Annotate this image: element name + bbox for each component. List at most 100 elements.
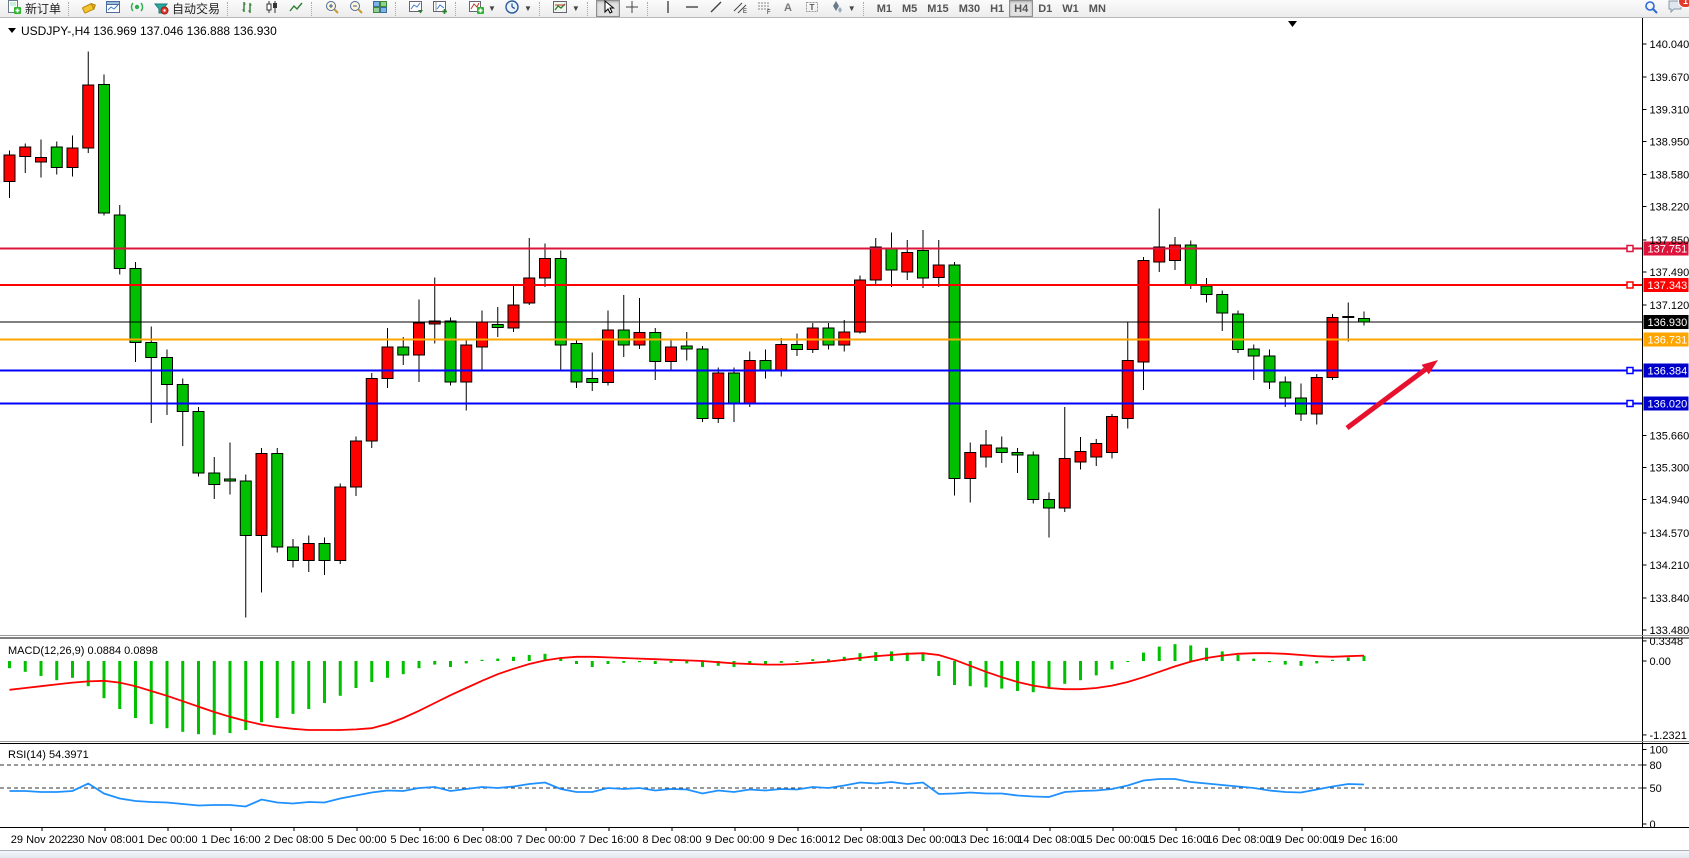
candle-body (397, 346, 410, 356)
macd-indicator-label: MACD(12,26,9) 0.0884 0.0898 (8, 645, 158, 657)
text-icon: A (780, 0, 796, 18)
macd-histogram-bar (1157, 646, 1161, 661)
price-axis-label: 138.580 (1650, 170, 1689, 182)
candle-body (728, 372, 740, 404)
macd-histogram-bar (244, 661, 248, 730)
line-handle[interactable] (1626, 366, 1634, 375)
zoom-out-button[interactable] (344, 0, 368, 17)
cursor-tool-button[interactable] (595, 0, 620, 17)
autotrade-icon (153, 0, 169, 18)
timeframe-m30-button[interactable]: M30 (954, 0, 985, 17)
text-tool-button[interactable]: A (776, 0, 800, 17)
chart-menu-triangle-icon[interactable] (8, 28, 16, 33)
autotrade-button[interactable]: 自动交易 (149, 0, 224, 17)
bar-chart-button[interactable] (236, 0, 260, 17)
timeframe-h1-button[interactable]: H1 (985, 0, 1009, 17)
candlestick-chart-icon (264, 0, 280, 18)
horizontal-line-tool-button[interactable] (680, 0, 704, 17)
timeframe-m1-button[interactable]: M1 (872, 0, 897, 17)
tile-windows-button[interactable] (368, 0, 392, 17)
timeframe-h4-button[interactable]: H4 (1009, 0, 1034, 17)
trend-arrow[interactable] (1345, 367, 1427, 431)
zoom-in-button[interactable] (320, 0, 344, 17)
timeframe-m5-button[interactable]: M5 (897, 0, 922, 17)
macd-histogram-bar (1079, 661, 1082, 681)
channel-tool-button[interactable]: E (728, 0, 752, 17)
candle-body (854, 279, 866, 333)
crosshair-icon (624, 0, 640, 18)
price-badge-label: 137.751 (1648, 244, 1688, 256)
candle-body (381, 346, 394, 379)
indicators-button[interactable]: ▼ (464, 0, 500, 17)
time-axis-label: 14 Dec 08:00 (1017, 834, 1082, 846)
price-badge (1643, 241, 1689, 256)
price-badge-label: 136.384 (1648, 366, 1688, 378)
text-label-tool-button[interactable]: T (800, 0, 824, 17)
crosshair-tool-button[interactable] (620, 0, 644, 17)
line-chart-button[interactable] (284, 0, 308, 17)
candlestick-chart-button[interactable] (260, 0, 284, 17)
candle-body (1263, 355, 1276, 383)
candle-body (1090, 443, 1103, 458)
macd-histogram-bar (669, 661, 673, 663)
timeframe-d1-button[interactable]: D1 (1033, 0, 1057, 17)
chart-shift-marker-icon[interactable] (1288, 21, 1297, 27)
signals-button[interactable] (125, 0, 149, 17)
macd-histogram-bar (260, 661, 263, 723)
candle-body (665, 346, 677, 362)
dropdown-caret-icon: ▼ (523, 4, 532, 13)
macd-histogram-bar (149, 661, 153, 724)
macd-histogram-bar (1016, 661, 1019, 691)
macd-histogram-bar (1110, 661, 1114, 670)
candle-body (1326, 317, 1339, 378)
market-watch-button[interactable] (101, 0, 125, 17)
candle-body (476, 321, 488, 348)
candle-body (617, 329, 630, 346)
line-handle[interactable] (1626, 281, 1634, 289)
macd-histogram-bar (984, 661, 988, 688)
candle-body (98, 84, 110, 214)
macd-histogram-bar (1142, 652, 1145, 661)
line-handle[interactable] (1626, 399, 1634, 408)
time-axis-label: 19 Dec 00:00 (1269, 834, 1334, 846)
price-badge (1643, 332, 1689, 347)
macd-histogram-bar (449, 661, 452, 667)
fibonacci-tool-button[interactable]: F (752, 0, 776, 17)
fibonacci-icon: F (756, 0, 772, 18)
new-chart-button[interactable] (404, 0, 428, 17)
macd-histogram-bar (1031, 661, 1035, 693)
macd-histogram-bar (102, 661, 106, 699)
candle-body (271, 453, 284, 548)
candle-body (791, 344, 803, 350)
candle-body (460, 344, 473, 383)
candle-body (1058, 458, 1071, 509)
shapes-tool-button[interactable]: ▼ (824, 0, 860, 17)
rsi-axis-label: 80 (1650, 760, 1662, 772)
timeframe-m15-button[interactable]: M15 (922, 0, 953, 17)
search-button[interactable] (1639, 0, 1663, 17)
dropdown-caret-icon: ▼ (488, 4, 496, 13)
timeframe-mn-button[interactable]: MN (1084, 0, 1111, 17)
price-axis-label: 134.940 (1650, 495, 1689, 507)
new-order-button[interactable]: 新订单 (2, 0, 65, 17)
line-handle[interactable] (1626, 244, 1634, 253)
styler-button[interactable] (77, 0, 101, 17)
periods-button[interactable]: ▼ (500, 0, 536, 17)
chart-profiles-button[interactable] (428, 0, 452, 17)
templates-button[interactable]: ▼ (548, 0, 584, 17)
trendline-tool-button[interactable] (704, 0, 728, 17)
macd-histogram-bar (1331, 659, 1334, 661)
macd-histogram-bar (827, 659, 830, 661)
trend-arrow-head[interactable] (1421, 360, 1438, 375)
vertical-line-tool-button[interactable] (656, 0, 680, 17)
dropdown-caret-icon: ▼ (571, 4, 580, 13)
macd-histogram-bar (165, 661, 169, 729)
macd-histogram-bar (1205, 647, 1208, 661)
candle-body (1216, 294, 1229, 314)
macd-histogram-bar (748, 661, 752, 665)
main-toolbar: 新订单 自动交易 (0, 0, 1689, 18)
macd-histogram-bar (1189, 645, 1193, 661)
timeframe-w1-button[interactable]: W1 (1057, 0, 1084, 17)
price-axis-label: 140.040 (1650, 39, 1689, 51)
